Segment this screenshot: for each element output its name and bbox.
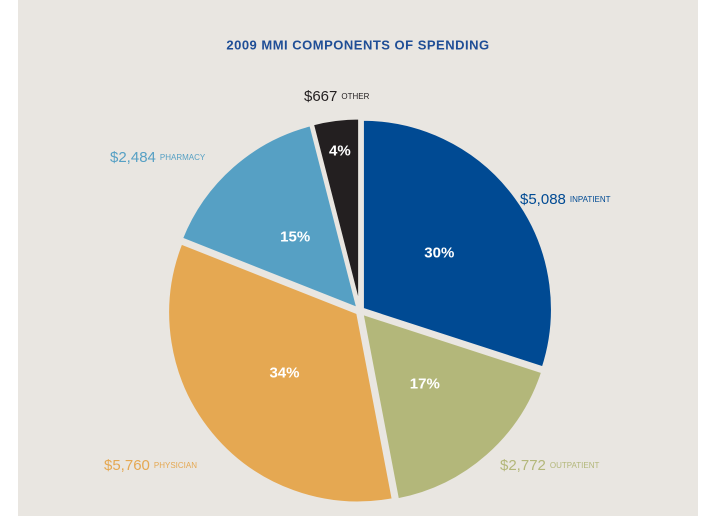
amount-label: $5,760 bbox=[104, 457, 150, 474]
slice-label: 4% bbox=[329, 143, 351, 160]
slice-label: 15% bbox=[280, 228, 310, 245]
outer-label: $667 OTHER bbox=[304, 88, 370, 105]
amount-label: $2,484 bbox=[110, 149, 156, 166]
outer-label: $2,484 PHARMACY bbox=[110, 149, 206, 166]
pie-slice bbox=[360, 311, 545, 502]
slice-label: 34% bbox=[269, 364, 299, 381]
chart-title: 2009 MMI COMPONENTS OF SPENDING bbox=[226, 37, 489, 52]
category-label: OTHER bbox=[341, 92, 369, 101]
slice-label: 17% bbox=[410, 375, 440, 392]
amount-label: $5,088 bbox=[520, 191, 566, 208]
outer-label: $2,772 OUTPATIENT bbox=[500, 457, 599, 474]
pie-slice bbox=[179, 122, 361, 312]
category-label: PHARMACY bbox=[160, 153, 206, 162]
category-label: OUTPATIENT bbox=[550, 461, 600, 470]
slice-label: 30% bbox=[424, 244, 454, 261]
pie-slice bbox=[310, 116, 362, 309]
category-label: PHYSICIAN bbox=[154, 461, 197, 470]
amount-label: $2,772 bbox=[500, 457, 546, 474]
outer-label: $5,088 INPATIENT bbox=[520, 191, 611, 208]
category-label: INPATIENT bbox=[570, 195, 611, 204]
amount-label: $667 bbox=[304, 88, 337, 105]
pie-slice bbox=[166, 241, 396, 505]
pie-slice bbox=[360, 117, 554, 370]
outer-label: $5,760 PHYSICIAN bbox=[104, 457, 197, 474]
